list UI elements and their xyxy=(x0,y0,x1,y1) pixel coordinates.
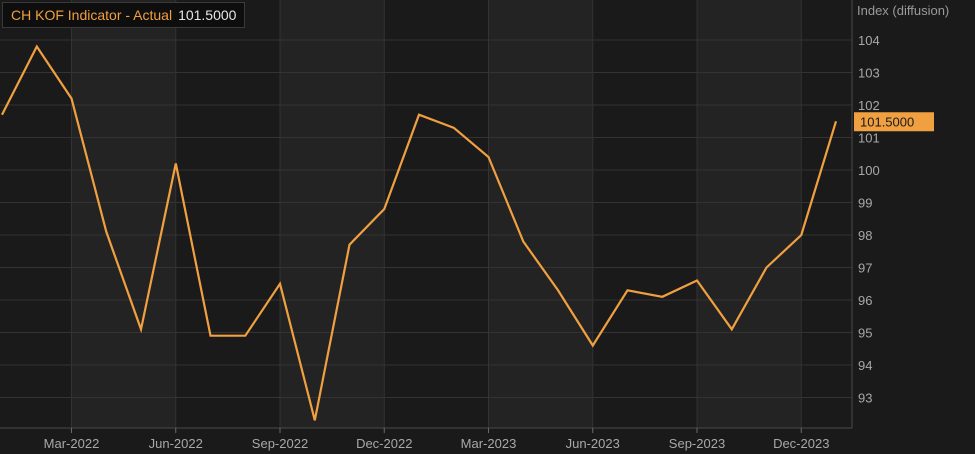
y-tick-label: 98 xyxy=(858,228,872,243)
legend-series-name: CH KOF Indicator - Actual xyxy=(11,7,173,23)
x-tick-label: Jun-2023 xyxy=(566,436,620,451)
y-axis-unit-label: Index (diffusion) xyxy=(857,3,950,18)
x-tick-label: Sep-2022 xyxy=(252,436,308,451)
y-tick-label: 96 xyxy=(858,293,872,308)
y-tick-label: 103 xyxy=(858,66,880,81)
x-tick-label: Sep-2023 xyxy=(669,436,725,451)
x-tick-label: Mar-2022 xyxy=(44,436,100,451)
quarter-band xyxy=(280,0,385,428)
y-tick-label: 94 xyxy=(858,358,872,373)
y-tick-label: 102 xyxy=(858,98,880,113)
x-tick-label: Mar-2023 xyxy=(461,436,517,451)
legend-last-value: 101.5000 xyxy=(178,7,237,23)
x-tick-label: Dec-2022 xyxy=(356,436,412,451)
y-tick-label: 101 xyxy=(858,131,880,146)
y-tick-label: 104 xyxy=(858,33,880,48)
quarter-band xyxy=(697,0,802,428)
quarter-band xyxy=(488,0,593,428)
y-tick-label: 100 xyxy=(858,163,880,178)
chart-legend: CH KOF Indicator - Actual 101.5000 xyxy=(2,2,246,28)
y-tick-label: 95 xyxy=(858,326,872,341)
x-tick-label: Jun-2022 xyxy=(149,436,203,451)
y-tick-label: 97 xyxy=(858,261,872,276)
x-tick-label: Dec-2023 xyxy=(773,436,829,451)
last-value-badge-label: 101.5000 xyxy=(860,114,914,129)
last-value-badge xyxy=(854,112,934,132)
y-tick-label: 99 xyxy=(858,196,872,211)
quarter-band xyxy=(71,0,176,428)
y-tick-label: 93 xyxy=(858,391,872,406)
